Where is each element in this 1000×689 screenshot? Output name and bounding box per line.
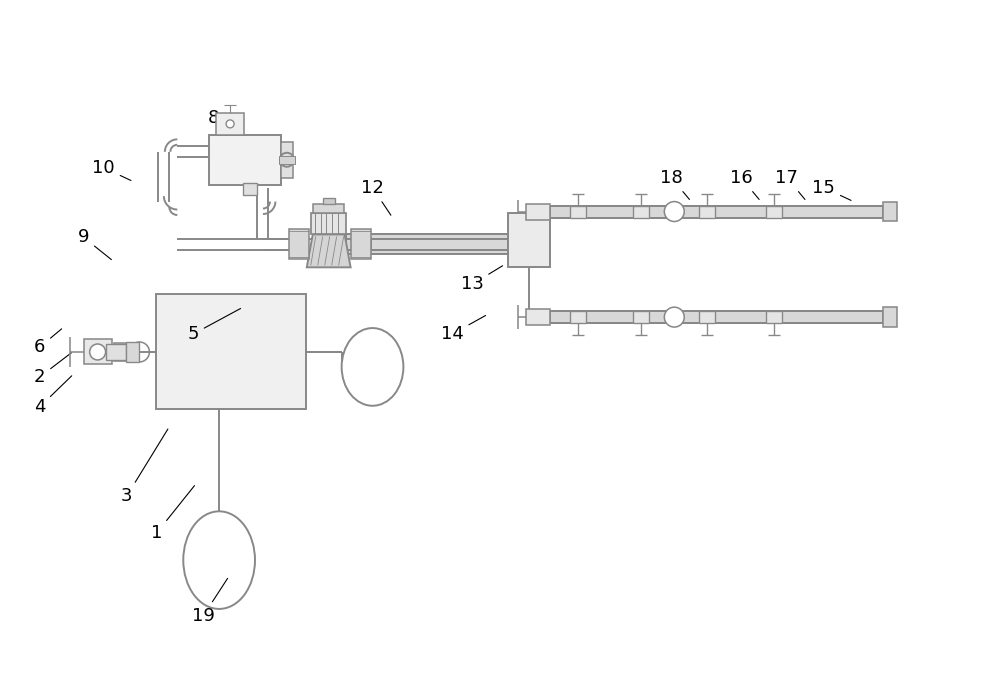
Text: 7: 7 xyxy=(217,133,251,166)
Bar xyxy=(311,212,346,234)
Bar xyxy=(313,203,344,212)
Bar xyxy=(243,183,257,194)
Circle shape xyxy=(90,344,106,360)
Bar xyxy=(883,202,897,221)
Bar xyxy=(281,142,293,178)
Bar xyxy=(371,239,508,250)
Bar xyxy=(766,311,782,323)
Text: 14: 14 xyxy=(441,316,486,343)
Bar xyxy=(126,342,139,362)
Circle shape xyxy=(664,202,684,221)
Text: 6: 6 xyxy=(34,329,62,356)
Text: 13: 13 xyxy=(461,266,503,294)
Bar xyxy=(526,203,550,220)
Bar xyxy=(346,234,525,254)
Bar xyxy=(209,135,281,185)
Text: 17: 17 xyxy=(775,169,805,199)
Ellipse shape xyxy=(342,328,403,406)
Bar xyxy=(570,311,586,323)
Bar xyxy=(883,307,897,327)
Bar xyxy=(106,344,126,360)
Text: 9: 9 xyxy=(78,229,111,260)
Bar xyxy=(570,205,586,218)
Bar xyxy=(323,198,335,203)
Bar xyxy=(699,311,715,323)
Bar xyxy=(279,156,295,164)
Ellipse shape xyxy=(183,511,255,609)
Bar xyxy=(84,339,112,364)
Bar xyxy=(633,205,649,218)
Bar xyxy=(766,205,782,218)
Text: 15: 15 xyxy=(812,178,851,200)
Circle shape xyxy=(226,120,234,128)
Text: 2: 2 xyxy=(34,353,72,386)
Circle shape xyxy=(129,342,149,362)
Bar xyxy=(289,229,309,259)
Bar xyxy=(550,311,883,323)
Bar xyxy=(699,205,715,218)
Polygon shape xyxy=(307,234,351,267)
Circle shape xyxy=(664,307,684,327)
Text: 18: 18 xyxy=(660,169,689,199)
Bar xyxy=(508,212,550,267)
Bar xyxy=(114,343,139,361)
Text: 1: 1 xyxy=(151,486,194,542)
Text: 5: 5 xyxy=(187,309,241,343)
Bar xyxy=(633,311,649,323)
Text: 3: 3 xyxy=(121,429,168,506)
Text: 8: 8 xyxy=(207,109,234,136)
Bar xyxy=(526,309,550,325)
Bar xyxy=(156,294,306,409)
Text: 11: 11 xyxy=(248,149,277,176)
Text: 4: 4 xyxy=(34,376,72,415)
Text: 16: 16 xyxy=(730,169,759,199)
Text: 12: 12 xyxy=(361,178,391,215)
Bar xyxy=(351,229,371,259)
Text: 19: 19 xyxy=(192,578,228,625)
Text: 10: 10 xyxy=(92,158,131,181)
Bar xyxy=(102,346,116,358)
Bar xyxy=(550,205,883,218)
Bar xyxy=(216,113,244,135)
